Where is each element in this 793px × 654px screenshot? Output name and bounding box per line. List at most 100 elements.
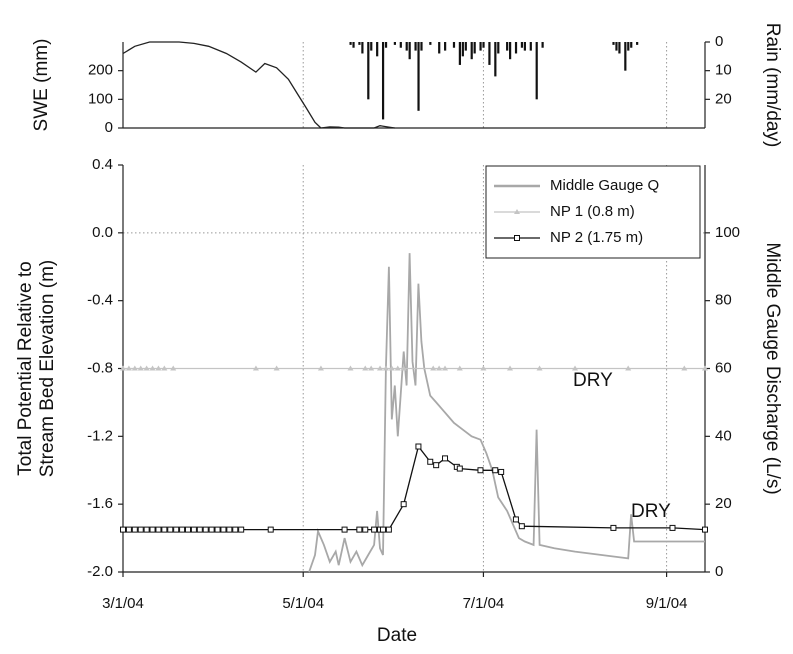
marker [190, 526, 197, 533]
bar [417, 42, 420, 111]
y-axis-label: Total Potential Relative to [15, 261, 36, 475]
bar [618, 42, 621, 54]
marker [433, 462, 440, 469]
bar [376, 42, 379, 57]
annotation: DRY [631, 501, 671, 522]
marker [382, 365, 389, 371]
marker [368, 365, 375, 371]
marker [430, 365, 437, 371]
bar [470, 42, 473, 60]
marker [202, 526, 209, 533]
marker [347, 365, 354, 371]
bar [615, 42, 618, 51]
bar [473, 42, 476, 54]
legend-label: NP 2 (1.75 m) [550, 229, 643, 246]
marker [536, 365, 543, 371]
marker [518, 523, 525, 530]
bar [497, 42, 500, 54]
marker [379, 526, 386, 533]
marker [167, 526, 174, 533]
y-tick-label: -1.2 [87, 427, 113, 444]
marker [143, 526, 150, 533]
bar [636, 42, 639, 45]
bar [494, 42, 497, 77]
marker [610, 524, 617, 531]
marker [572, 365, 579, 371]
marker [371, 526, 378, 533]
marker [427, 458, 434, 465]
bar [624, 42, 627, 71]
y-tick-label: -2.0 [87, 563, 113, 580]
marker [131, 365, 138, 371]
y2-tick-label: 60 [715, 359, 732, 376]
y2-tick-label: 0 [715, 563, 723, 580]
marker [220, 526, 227, 533]
marker [173, 526, 180, 533]
marker [625, 365, 632, 371]
marker [388, 365, 395, 371]
bar [520, 42, 524, 48]
marker [149, 526, 156, 533]
bar [405, 42, 408, 51]
bar [458, 42, 461, 65]
y2-tick-label: 10 [715, 62, 732, 79]
x-tick-label: 7/1/04 [463, 595, 505, 612]
annotation: DRY [573, 370, 613, 391]
bar [452, 42, 456, 48]
marker [196, 526, 203, 533]
marker [252, 365, 259, 371]
bar [488, 42, 491, 65]
bar [461, 42, 464, 57]
bar [438, 42, 441, 54]
marker [341, 526, 348, 533]
marker [214, 526, 221, 533]
y-tick-label: -0.4 [87, 292, 113, 309]
bar [506, 42, 509, 51]
marker [184, 526, 191, 533]
bar [479, 42, 482, 51]
marker [125, 526, 132, 533]
marker [161, 526, 168, 533]
y-axis-label: Stream Bed Elevation (m) [37, 260, 58, 478]
legend-marker [514, 209, 520, 214]
marker [498, 468, 505, 475]
y2-tick-label: 20 [715, 90, 732, 107]
legend-label: NP 1 (0.8 m) [550, 203, 635, 220]
y2-tick-label: 40 [715, 427, 732, 444]
marker [377, 365, 384, 371]
y-tick-label: -0.8 [87, 359, 113, 376]
bar [393, 42, 396, 45]
y-tick-label: 0.4 [92, 156, 113, 173]
marker [208, 526, 215, 533]
marker [436, 365, 443, 371]
marker [125, 365, 132, 371]
y2-tick-label: 100 [715, 224, 740, 241]
marker [131, 526, 138, 533]
marker [143, 365, 150, 371]
marker [480, 365, 487, 371]
marker [400, 365, 407, 371]
marker [512, 516, 519, 523]
bar [414, 42, 417, 51]
bar [420, 42, 423, 51]
x-tick-label: 5/1/04 [282, 595, 324, 612]
bar [541, 42, 544, 48]
y2-tick-label: 80 [715, 292, 732, 309]
bar [429, 42, 432, 45]
marker [149, 365, 156, 371]
marker [273, 365, 280, 371]
marker [400, 501, 407, 508]
bar [535, 42, 538, 100]
marker [442, 455, 449, 462]
y2-axis-label: Rain (mm/day) [762, 23, 783, 148]
marker [456, 465, 463, 472]
marker [702, 365, 708, 371]
marker [267, 526, 274, 533]
marker [702, 526, 708, 533]
marker [120, 526, 126, 533]
marker [362, 365, 369, 371]
bar [399, 42, 402, 48]
bar [444, 42, 447, 51]
marker [681, 365, 688, 371]
